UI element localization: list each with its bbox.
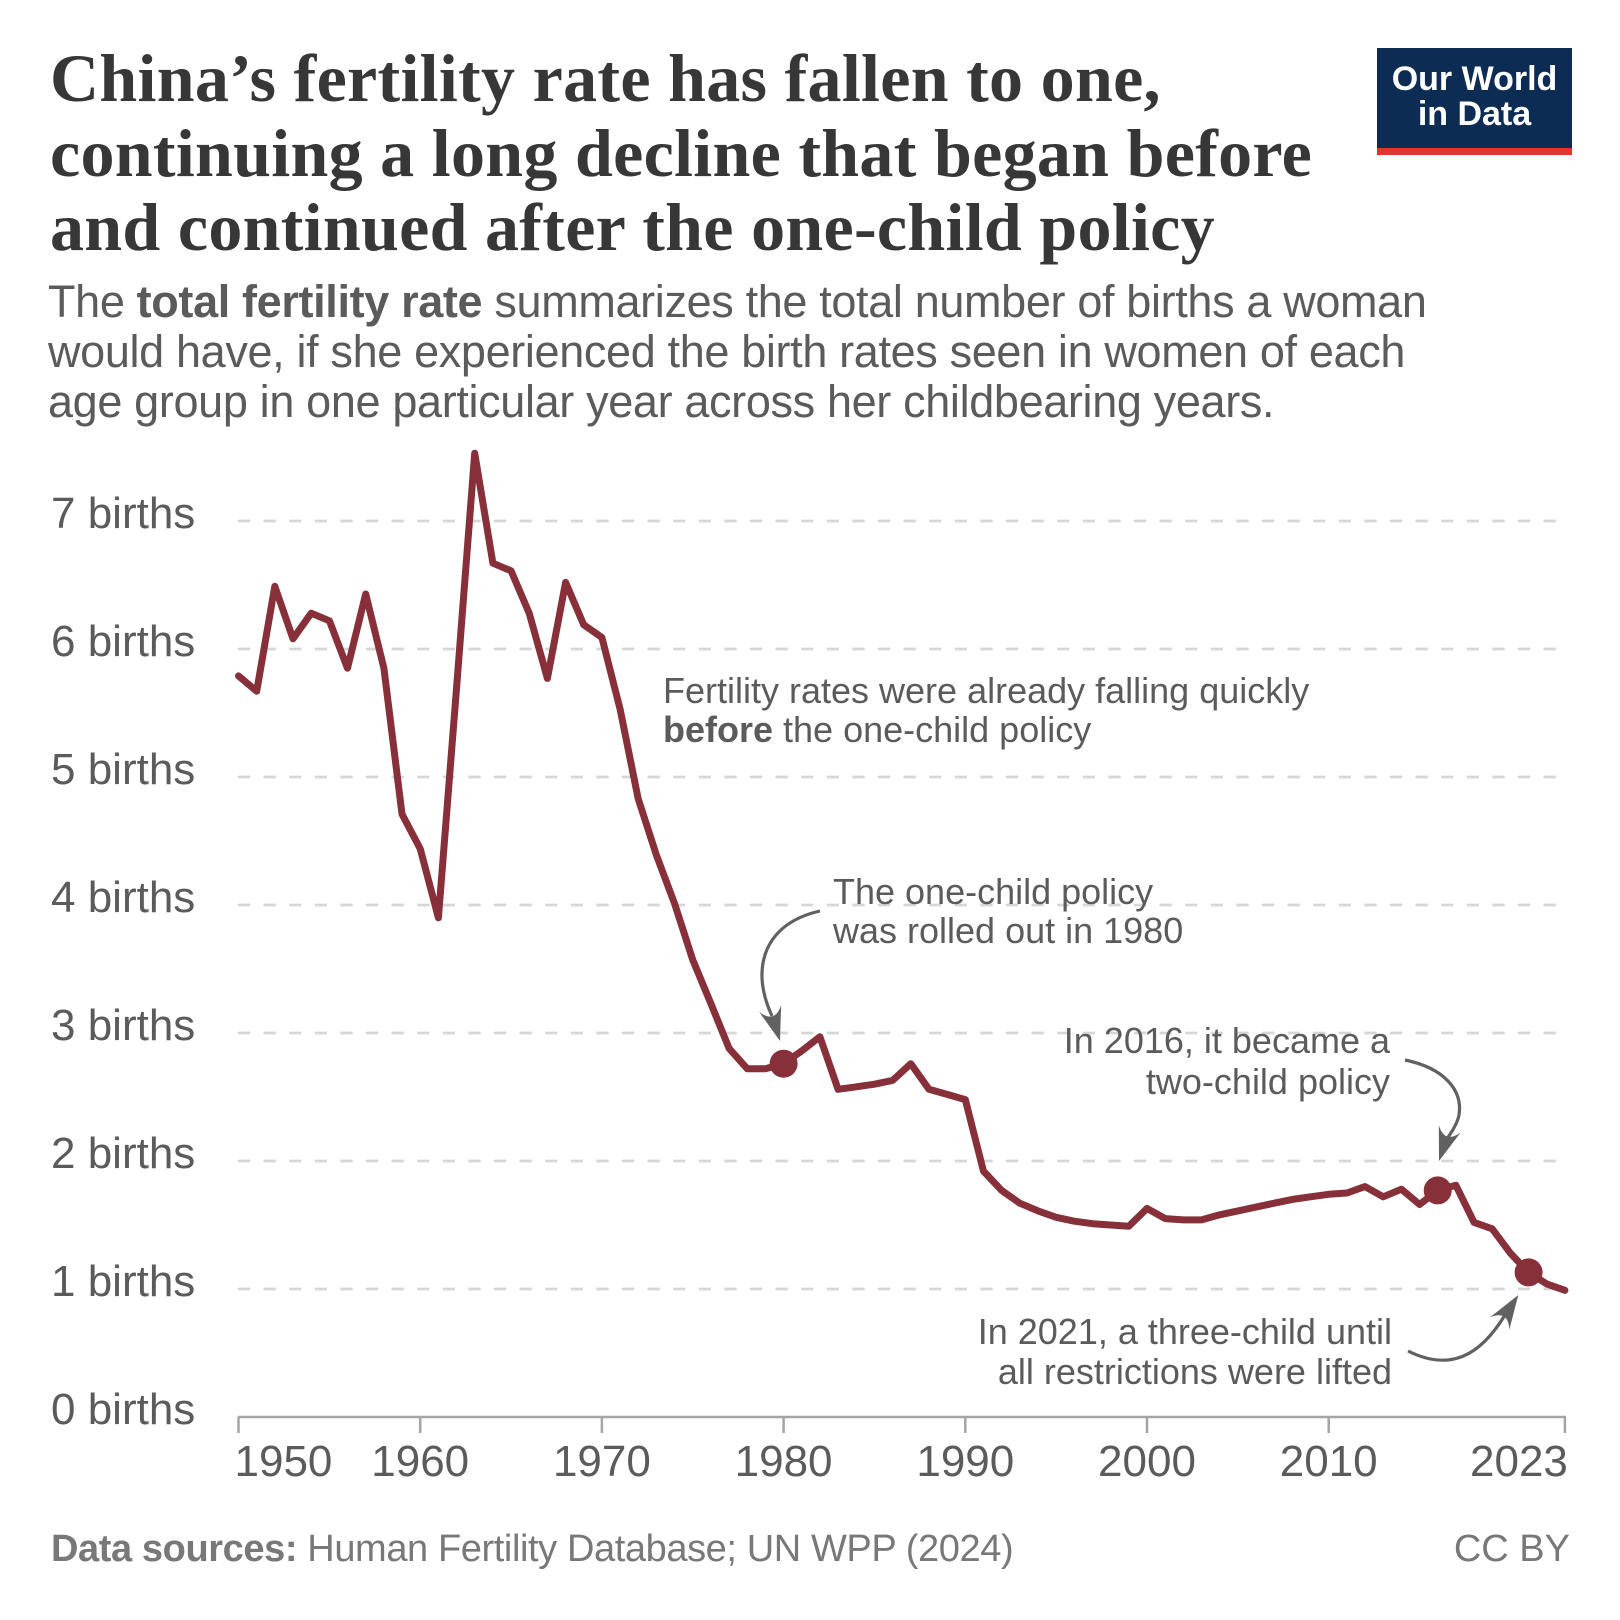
svg-text:1950: 1950 [235, 1437, 333, 1486]
svg-text:In 2016, it became a: In 2016, it became a [1064, 1020, 1391, 1061]
svg-text:1990: 1990 [916, 1437, 1014, 1486]
svg-text:2010: 2010 [1280, 1437, 1378, 1486]
svg-text:before the one-child policy: before the one-child policy [663, 709, 1091, 750]
svg-text:The one-child policy: The one-child policy [833, 871, 1153, 912]
svg-text:3 births: 3 births [51, 1001, 195, 1050]
svg-text:2 births: 2 births [51, 1129, 195, 1178]
svg-text:1970: 1970 [553, 1437, 651, 1486]
svg-text:Fertility rates were already f: Fertility rates were already falling qui… [663, 670, 1309, 711]
svg-text:6 births: 6 births [51, 617, 195, 666]
svg-text:0 births: 0 births [51, 1385, 195, 1434]
svg-text:1980: 1980 [735, 1437, 833, 1486]
svg-text:1 births: 1 births [51, 1257, 195, 1306]
svg-text:7 births: 7 births [51, 489, 195, 538]
svg-text:4 births: 4 births [51, 873, 195, 922]
svg-text:2023: 2023 [1470, 1437, 1568, 1486]
svg-text:2000: 2000 [1098, 1437, 1196, 1486]
svg-text:In 2021, a three-child until: In 2021, a three-child until [978, 1311, 1392, 1352]
svg-text:1960: 1960 [371, 1437, 469, 1486]
svg-text:all restrictions were lifted: all restrictions were lifted [998, 1351, 1392, 1392]
svg-text:5 births: 5 births [51, 745, 195, 794]
svg-text:two-child policy: two-child policy [1146, 1061, 1390, 1102]
svg-text:was rolled out in 1980: was rolled out in 1980 [832, 910, 1183, 951]
